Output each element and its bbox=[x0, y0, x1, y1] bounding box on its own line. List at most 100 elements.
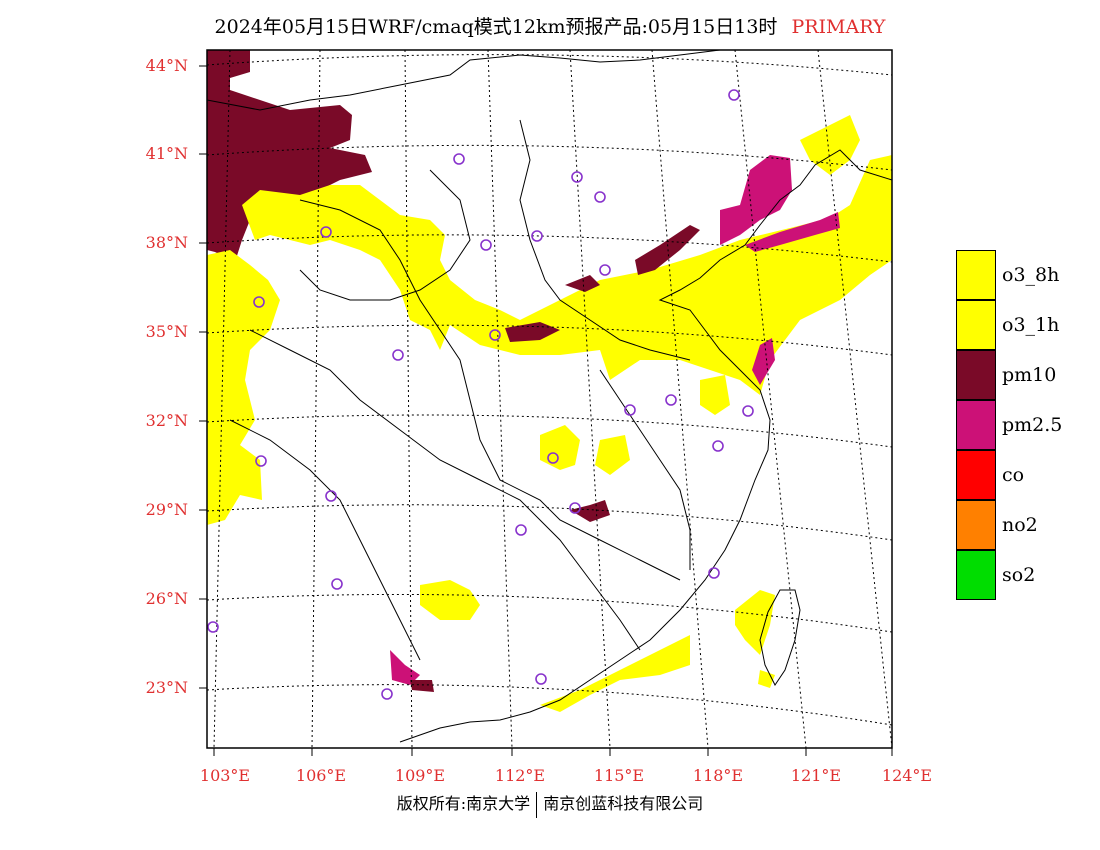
lon-line-106 bbox=[311, 50, 321, 748]
lon-line-109 bbox=[404, 50, 413, 748]
station-marker bbox=[381, 688, 393, 700]
taiwan-outline bbox=[759, 589, 801, 686]
legend-label: co bbox=[1002, 464, 1025, 486]
map-title: 2024年05月15日WRF/cmaq模式12km预报产品:05月15日13时 P… bbox=[0, 12, 1100, 39]
station-marker bbox=[515, 524, 527, 536]
station-marker bbox=[453, 153, 465, 165]
copyright-footer: 版权所有:南京大学 南京创蓝科技有限公司 bbox=[0, 790, 1100, 818]
legend-item-so2: so2 bbox=[956, 550, 1100, 600]
pm10-region-shanxi bbox=[565, 275, 600, 292]
legend-item-pm25: pm2.5 bbox=[956, 400, 1100, 450]
boundary-lines bbox=[207, 50, 892, 743]
station-marker bbox=[320, 226, 332, 238]
lon-label-115: 115°E bbox=[593, 766, 645, 785]
copyright-left: 版权所有:南京大学 bbox=[396, 794, 531, 813]
station-marker bbox=[624, 404, 636, 416]
station-marker bbox=[489, 329, 501, 341]
border-north bbox=[207, 50, 721, 111]
station-marker bbox=[742, 405, 754, 417]
station-marker bbox=[571, 171, 583, 183]
legend-swatch bbox=[956, 450, 996, 500]
lon-line-112 bbox=[487, 50, 513, 748]
legend-label: o3_8h bbox=[1002, 264, 1060, 286]
lat-label-38: 38°N bbox=[145, 233, 188, 252]
lat-label-29: 29°N bbox=[145, 500, 188, 519]
border-inner-2 bbox=[249, 329, 641, 651]
station-marker bbox=[325, 490, 337, 502]
station-marker bbox=[255, 455, 267, 467]
lon-line-121 bbox=[734, 50, 807, 748]
station-marker bbox=[712, 440, 724, 452]
lat-label-35: 35°N bbox=[145, 322, 188, 341]
station-marker bbox=[535, 673, 547, 685]
footer-divider bbox=[536, 791, 538, 818]
lon-line-103 bbox=[213, 50, 231, 748]
station-marker bbox=[207, 621, 219, 633]
o3-region-central bbox=[540, 425, 580, 470]
station-marker bbox=[569, 502, 581, 514]
o3-region-east bbox=[700, 375, 730, 415]
legend-item-co: co bbox=[956, 450, 1100, 500]
o3-region-guangxi bbox=[420, 580, 480, 620]
lat-label-23: 23°N bbox=[145, 678, 188, 697]
lon-line-115 bbox=[569, 50, 611, 748]
legend-item-o3-1h: o3_1h bbox=[956, 300, 1100, 350]
map-frame bbox=[206, 49, 893, 749]
lon-label-121: 121°E bbox=[790, 766, 842, 785]
border-inner-6 bbox=[599, 369, 691, 570]
o3-region-northeast bbox=[800, 115, 860, 175]
pollution-layer bbox=[207, 50, 892, 712]
station-marker bbox=[531, 230, 543, 242]
station-marker bbox=[547, 452, 559, 464]
lon-label-106: 106°E bbox=[295, 766, 347, 785]
lon-label-103: 103°E bbox=[199, 766, 251, 785]
lat-label-44: 44°N bbox=[145, 56, 188, 75]
pm10-region-henan bbox=[505, 322, 560, 342]
legend-swatch bbox=[956, 300, 996, 350]
legend-swatch bbox=[956, 550, 996, 600]
o3-region-taiwan-strait bbox=[735, 590, 775, 655]
border-inner-4 bbox=[229, 419, 421, 661]
lat-label-41: 41°N bbox=[145, 144, 188, 163]
legend-label: no2 bbox=[1002, 514, 1038, 536]
legend-item-pm10: pm10 bbox=[956, 350, 1100, 400]
station-marker bbox=[599, 264, 611, 276]
axis-ticks bbox=[199, 65, 893, 756]
lat-label-26: 26°N bbox=[145, 589, 188, 608]
coastline bbox=[399, 149, 892, 743]
legend-label: pm2.5 bbox=[1002, 414, 1063, 436]
o3-region-central-2 bbox=[595, 435, 630, 475]
station-marker bbox=[594, 191, 606, 203]
lon-label-112: 112°E bbox=[494, 766, 546, 785]
legend-swatch bbox=[956, 400, 996, 450]
pm10-region-guangxi bbox=[410, 680, 434, 692]
lon-line-124 bbox=[817, 50, 892, 748]
station-marker bbox=[728, 89, 740, 101]
lon-line-118 bbox=[651, 50, 709, 748]
station-marker bbox=[331, 578, 343, 590]
legend-item-o3-8h: o3_8h bbox=[956, 250, 1100, 300]
station-marker bbox=[392, 349, 404, 361]
border-inner-5 bbox=[299, 169, 471, 301]
station-marker bbox=[708, 567, 720, 579]
legend-swatch bbox=[956, 500, 996, 550]
station-marker bbox=[665, 394, 677, 406]
pm25-region-jiangsu bbox=[752, 338, 775, 385]
o3-region-taiwan bbox=[758, 670, 775, 688]
lon-label-124: 124°E bbox=[881, 766, 933, 785]
legend-item-no2: no2 bbox=[956, 500, 1100, 550]
border-inner-1 bbox=[299, 199, 681, 581]
station-markers bbox=[207, 89, 754, 700]
lon-label-109: 109°E bbox=[394, 766, 446, 785]
station-marker bbox=[480, 239, 492, 251]
legend-label: pm10 bbox=[1002, 364, 1057, 386]
station-marker bbox=[253, 296, 265, 308]
pm10-region-hebei bbox=[635, 225, 700, 275]
title-tag: PRIMARY bbox=[791, 16, 886, 38]
title-main: 2024年05月15日WRF/cmaq模式12km预报产品:05月15日13时 bbox=[214, 16, 778, 38]
pm25-region-guangxi bbox=[390, 650, 420, 685]
legend-swatch bbox=[956, 350, 996, 400]
lat-label-32: 32°N bbox=[145, 411, 188, 430]
o3-region-north-band bbox=[242, 155, 892, 395]
